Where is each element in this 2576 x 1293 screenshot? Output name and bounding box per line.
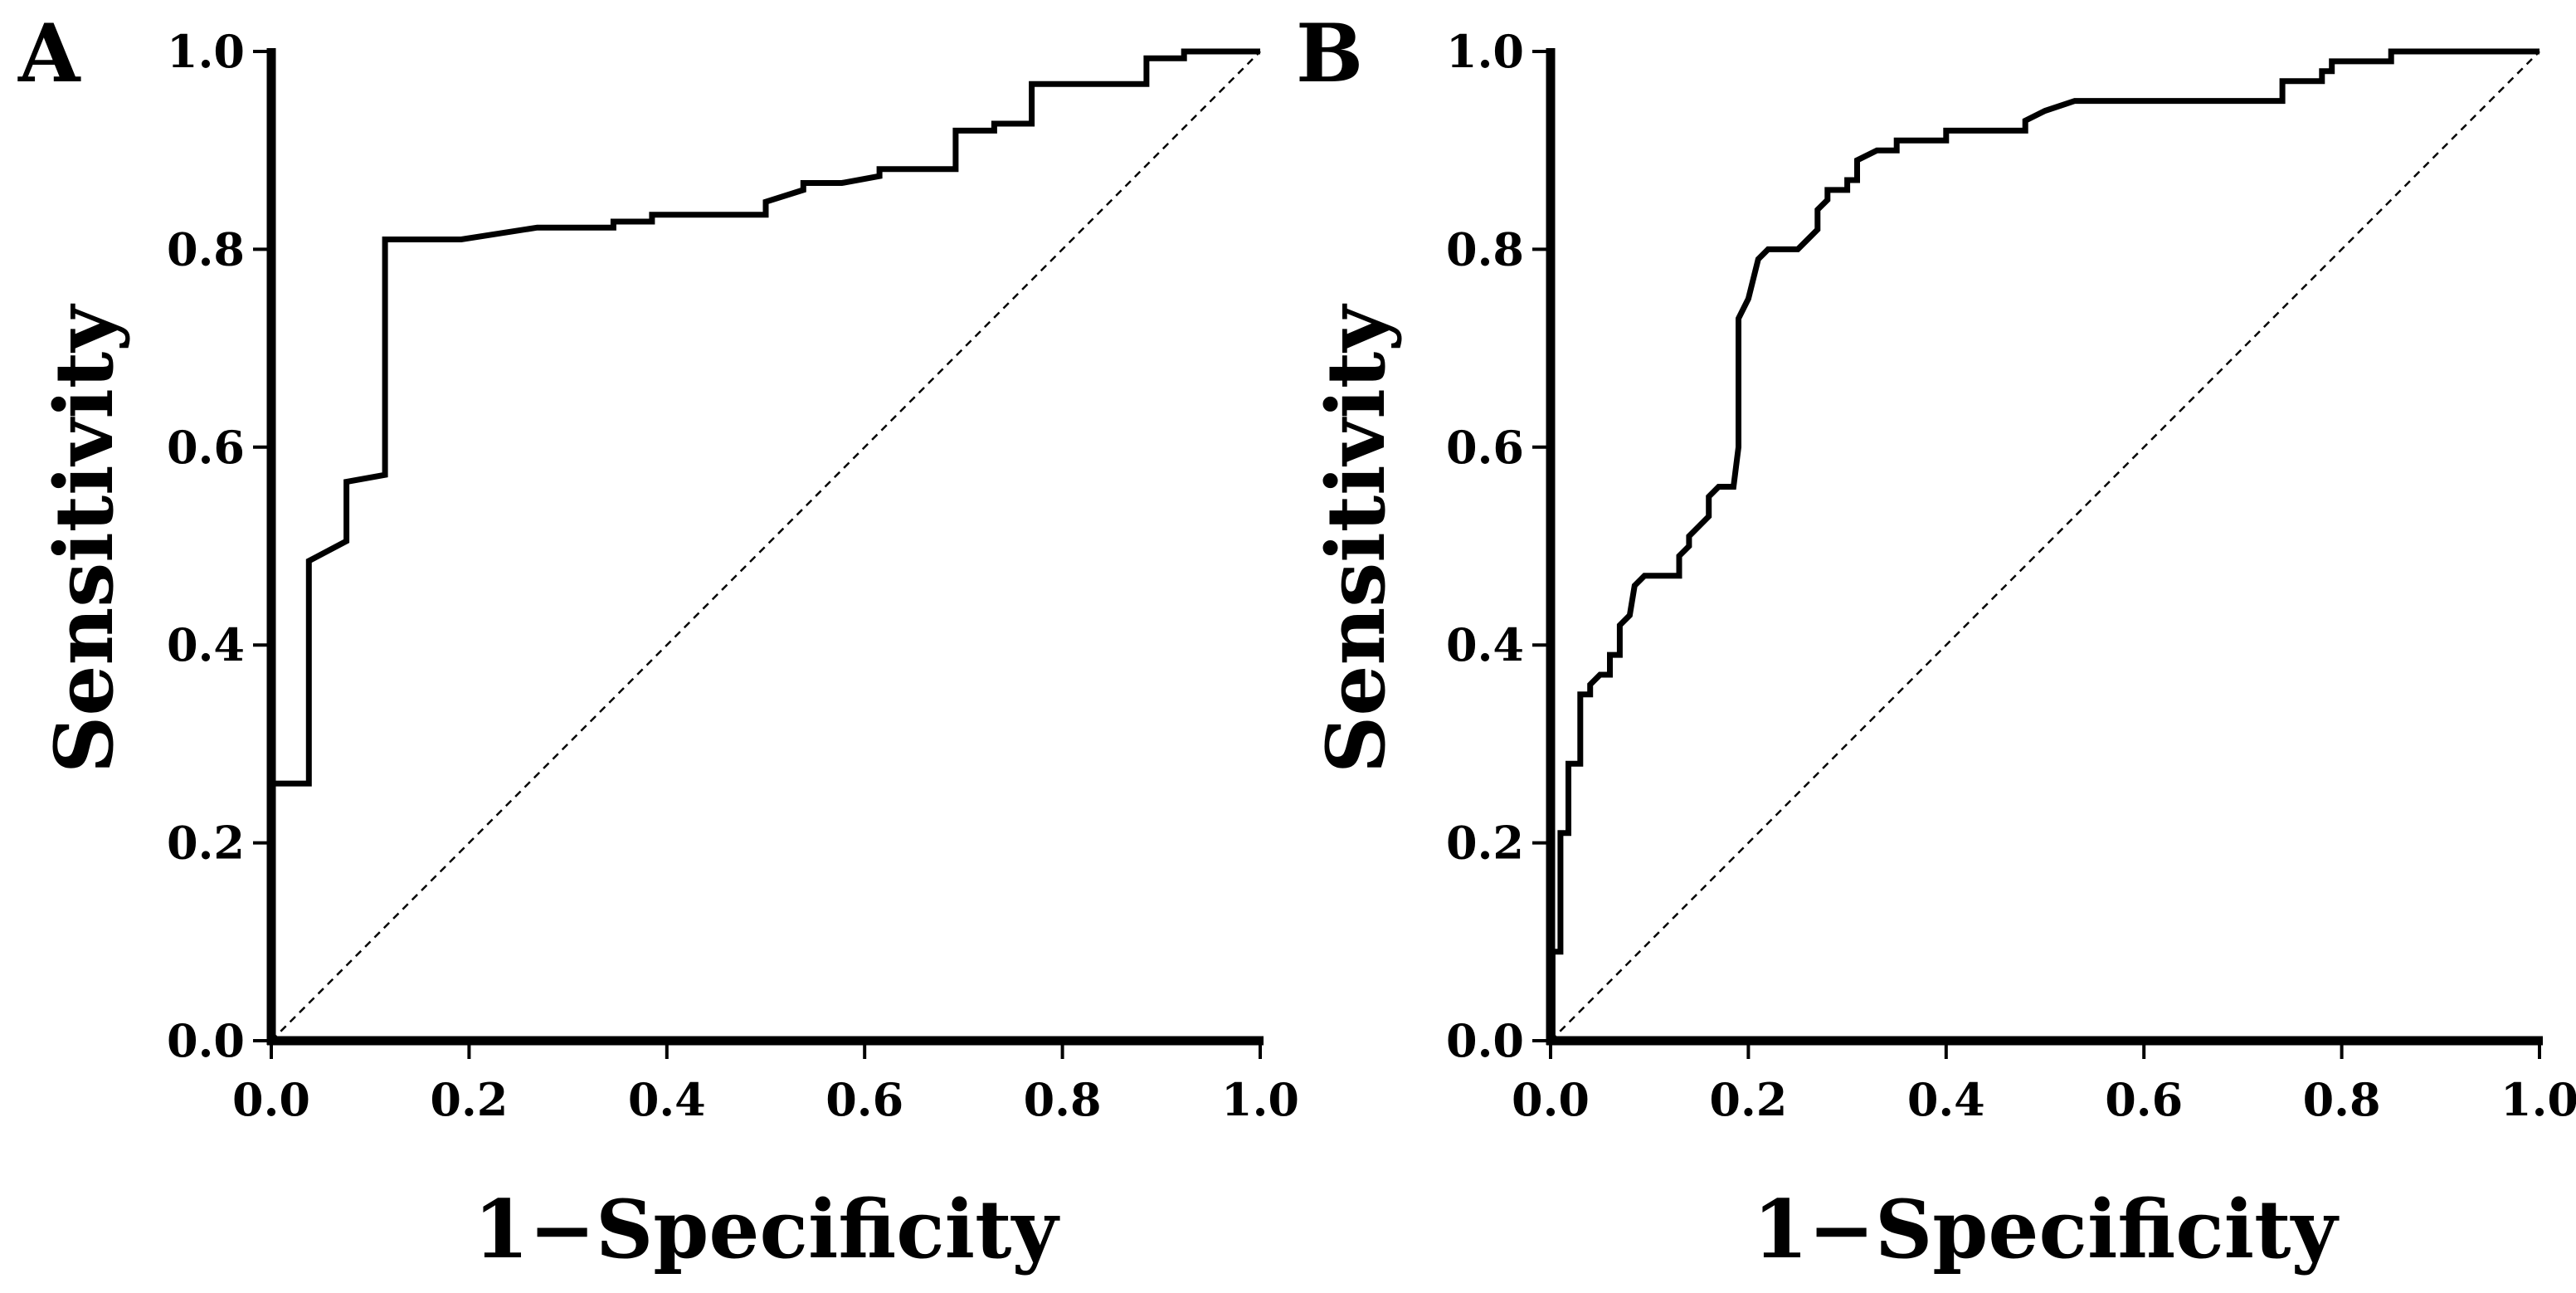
panel-a-ticks: 0.0 0.2 0.4 0.6 0.8 1.0 0.0 0.2 0.4 0.6 0.8 1.0 <box>167 25 1299 1126</box>
panel-a-roc-curve <box>268 48 1260 1041</box>
panel-a-y-axis-title: Sensitivity <box>37 303 131 773</box>
panel-a-reference-line <box>270 51 1261 1042</box>
panel-b-y-tick-label: 0.6 <box>1446 421 1524 474</box>
panel-a-x-tick-label: 1.0 <box>1221 1073 1299 1126</box>
panel-b: B Sensitivity 1−Specificity 0.0 0.2 0.4 0.6… <box>1296 7 2576 1276</box>
panel-a-x-tick-label: 0.6 <box>825 1073 903 1126</box>
panel-b-x-tick-label: 0.8 <box>2303 1073 2381 1126</box>
panel-b-x-tick-label: 0.2 <box>1709 1073 1787 1126</box>
panel-a: A Sensitivity 1−Specificity 0.0 0.2 0.4 0.6… <box>17 7 1299 1276</box>
panel-b-y-tick-label: 0.8 <box>1446 222 1524 276</box>
panel-b-x-tick-label: 0.4 <box>1907 1073 1985 1126</box>
panel-b-x-axis-title: 1−Specificity <box>1753 1183 2340 1276</box>
panel-a-axes <box>266 48 1264 1046</box>
panel-a-label: A <box>17 7 81 100</box>
panel-b-roc-curve <box>1549 48 2539 1044</box>
panel-b-axes <box>1546 48 2543 1046</box>
panel-a-x-tick-label: 0.0 <box>232 1073 310 1126</box>
panel-a-y-tick-label: 0.8 <box>167 222 245 276</box>
panel-b-ticks: 0.0 0.2 0.4 0.6 0.8 1.0 0.0 0.2 0.4 0.6 0.8 1.0 <box>1446 25 2576 1126</box>
panel-a-x-tick-label: 0.4 <box>628 1073 706 1126</box>
panel-b-x-tick-label: 1.0 <box>2501 1073 2576 1126</box>
panel-a-x-axis-title: 1−Specificity <box>474 1183 1061 1276</box>
panel-b-x-tick-label: 0.6 <box>2105 1073 2183 1126</box>
panel-a-y-tick-label: 0.6 <box>167 421 245 474</box>
panel-a-x-tick-label: 0.2 <box>430 1073 508 1126</box>
panel-a-series <box>268 48 1261 1042</box>
panel-a-x-tick-label: 0.8 <box>1024 1073 1102 1126</box>
panel-b-label: B <box>1296 7 1363 100</box>
panel-a-y-tick-label: 0.2 <box>167 817 245 870</box>
panel-b-y-tick-label: 0.2 <box>1446 817 1524 870</box>
panel-b-reference-line <box>1550 51 2540 1042</box>
panel-a-y-tick-label: 0.4 <box>167 618 245 671</box>
panel-b-y-tick-label: 1.0 <box>1446 25 1524 78</box>
panel-b-y-axis-title: Sensitivity <box>1309 303 1403 773</box>
panel-b-x-tick-label: 0.0 <box>1512 1073 1590 1126</box>
panel-b-y-tick-label: 0.0 <box>1446 1014 1524 1067</box>
panel-b-y-tick-label: 0.4 <box>1446 618 1524 671</box>
panel-a-y-tick-label: 1.0 <box>167 25 245 78</box>
panel-a-y-tick-label: 0.0 <box>167 1014 245 1067</box>
panel-b-series <box>1549 48 2540 1044</box>
